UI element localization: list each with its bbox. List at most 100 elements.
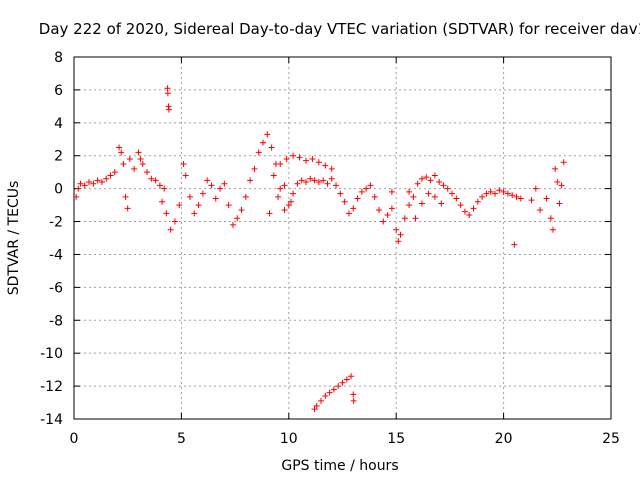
- data-point: [517, 195, 524, 202]
- data-point: [139, 160, 146, 167]
- y-tick-label: -10: [40, 346, 63, 362]
- data-point: [492, 190, 499, 197]
- data-point: [479, 193, 486, 200]
- chart-title: Day 222 of 2020, Sidereal Day-to-day VTE…: [39, 20, 640, 38]
- data-point: [483, 190, 490, 197]
- data-point: [75, 185, 82, 192]
- data-point: [255, 149, 262, 156]
- data-point: [350, 397, 357, 404]
- data-point: [161, 185, 168, 192]
- data-point: [298, 177, 305, 184]
- data-point: [287, 198, 294, 205]
- data-point: [395, 238, 402, 245]
- y-tick-label: -2: [49, 215, 63, 231]
- data-point: [148, 175, 155, 182]
- data-point: [556, 200, 563, 207]
- data-point: [152, 177, 159, 184]
- data-point: [438, 200, 445, 207]
- data-point: [144, 169, 151, 176]
- data-point: [337, 190, 344, 197]
- data-point: [412, 215, 419, 222]
- data-point: [511, 241, 518, 248]
- data-point: [322, 162, 329, 169]
- data-point: [277, 160, 284, 167]
- y-tick-label: 0: [54, 182, 63, 198]
- data-point: [367, 182, 374, 189]
- data-point: [500, 188, 507, 195]
- x-tick-label: 20: [495, 431, 513, 447]
- data-point: [159, 198, 166, 205]
- x-tick-label: 15: [387, 431, 405, 447]
- data-point: [335, 383, 342, 390]
- data-point: [504, 190, 511, 197]
- data-point: [167, 226, 174, 233]
- data-point: [118, 149, 125, 156]
- x-axis-label: GPS time / hours: [281, 458, 398, 474]
- data-point: [330, 386, 337, 393]
- x-tick-label: 0: [70, 431, 79, 447]
- data-point: [350, 391, 357, 398]
- data-point: [423, 174, 430, 181]
- data-point: [131, 165, 138, 172]
- data-point: [98, 179, 105, 186]
- data-point: [513, 193, 520, 200]
- data-point: [208, 182, 215, 189]
- data-point: [410, 193, 417, 200]
- data-point: [309, 156, 316, 163]
- data-point: [320, 177, 327, 184]
- data-point: [318, 397, 325, 404]
- data-point: [270, 172, 277, 179]
- data-point: [290, 190, 297, 197]
- data-point: [528, 197, 535, 204]
- data-point: [376, 207, 383, 214]
- y-tick-label: -8: [49, 313, 63, 329]
- data-point: [406, 188, 413, 195]
- data-point: [217, 185, 224, 192]
- data-point: [225, 202, 232, 209]
- x-tick-label: 5: [177, 431, 186, 447]
- data-point: [238, 207, 245, 214]
- data-point: [283, 156, 290, 163]
- data-point: [290, 152, 297, 159]
- data-point: [122, 193, 129, 200]
- data-point: [73, 193, 80, 200]
- y-tick-label: -12: [40, 379, 63, 395]
- data-point: [345, 210, 352, 217]
- data-point: [307, 175, 314, 182]
- data-point: [268, 144, 275, 151]
- y-tick-label: 4: [54, 116, 63, 132]
- data-point: [449, 190, 456, 197]
- data-point: [431, 172, 438, 179]
- data-point: [81, 182, 88, 189]
- data-point: [350, 205, 357, 212]
- data-point: [191, 210, 198, 217]
- data-point: [384, 211, 391, 218]
- data-point: [487, 188, 494, 195]
- data-point: [363, 185, 370, 192]
- data-point: [281, 182, 288, 189]
- data-point: [285, 202, 292, 209]
- y-tick-label: -4: [49, 247, 63, 263]
- data-point: [86, 179, 93, 186]
- y-axis-label: SDTVAR / TECUs: [6, 181, 22, 296]
- data-point: [294, 180, 301, 187]
- y-tick-label: -6: [49, 280, 63, 296]
- data-point: [251, 165, 258, 172]
- data-point: [333, 182, 340, 189]
- data-point: [431, 193, 438, 200]
- data-point: [466, 211, 473, 218]
- data-point: [296, 154, 303, 161]
- data-points: [73, 85, 567, 413]
- data-point: [212, 195, 219, 202]
- data-point: [281, 207, 288, 214]
- data-point: [326, 389, 333, 396]
- data-point: [358, 188, 365, 195]
- data-point: [560, 159, 567, 166]
- data-point: [103, 175, 110, 182]
- data-point: [171, 218, 178, 225]
- y-tick-label: 6: [54, 83, 63, 99]
- data-point: [124, 205, 131, 212]
- data-point: [341, 198, 348, 205]
